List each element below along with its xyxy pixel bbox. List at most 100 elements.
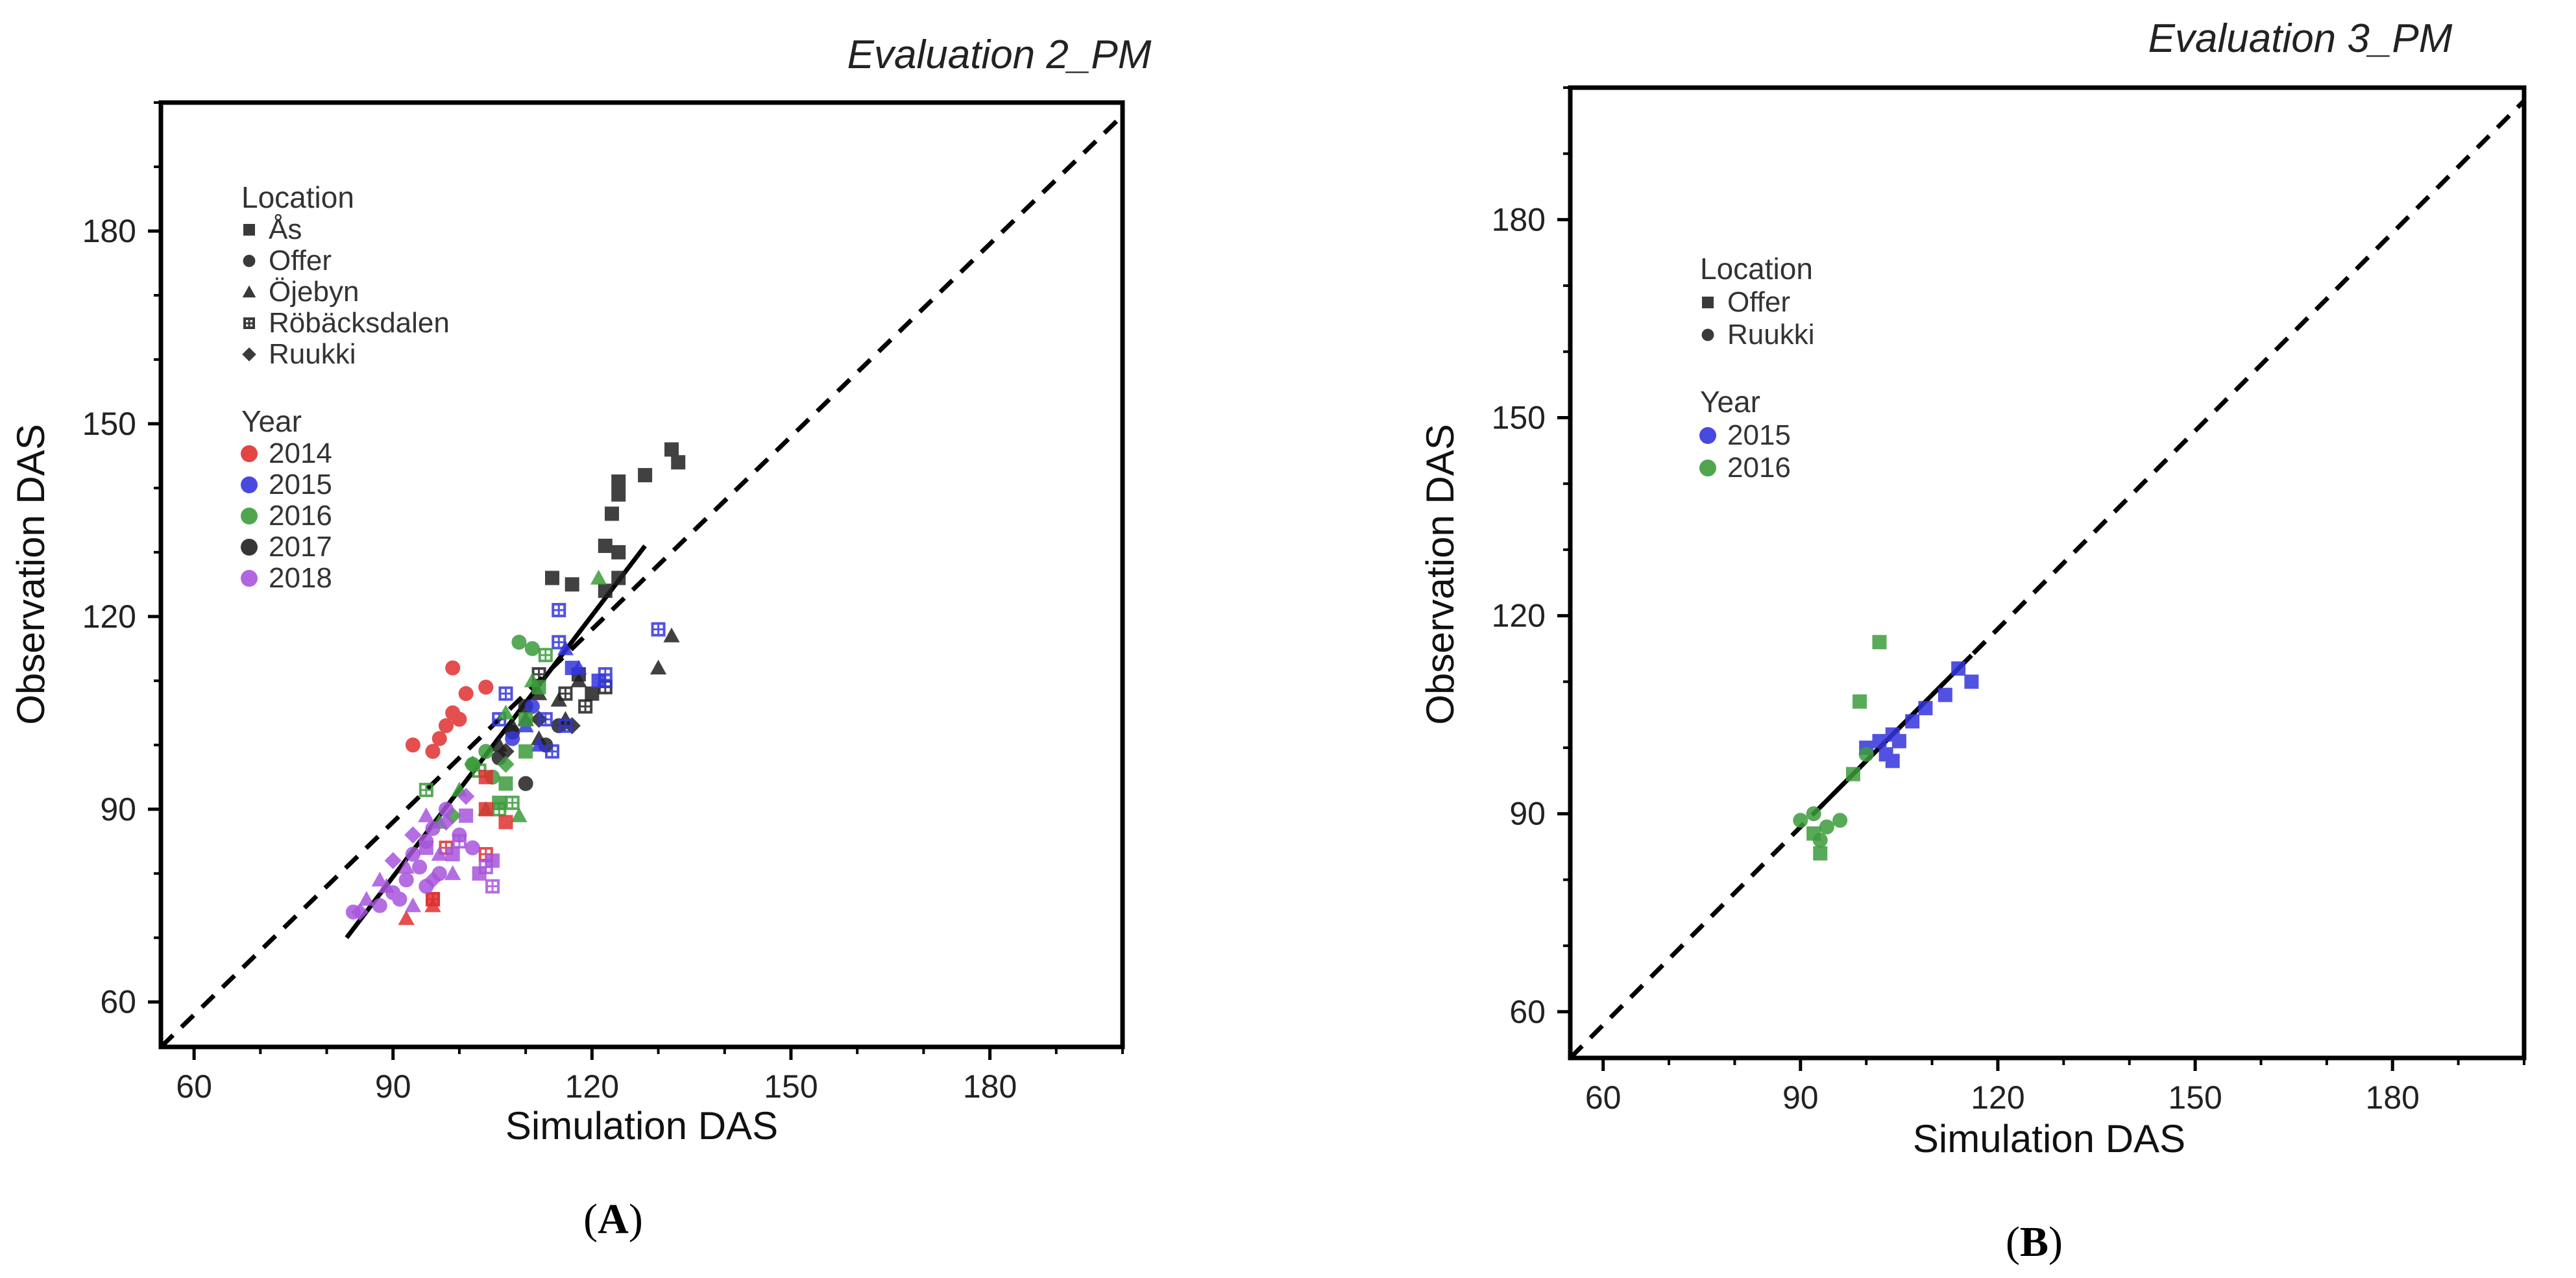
data-point: [459, 808, 474, 823]
data-point: [1938, 687, 1952, 702]
data-point: [538, 712, 553, 727]
data-point: [557, 640, 574, 656]
data-point: [651, 622, 666, 637]
data-point: [591, 673, 606, 688]
data-point: [384, 852, 402, 870]
x-tick-label: 180: [2366, 1079, 2420, 1116]
data-point: [445, 660, 461, 676]
data-point: [538, 648, 553, 663]
chart-panel-b: Evaluation 3_PM 60 90 120 150 180 60 90 120 150 1…: [1418, 16, 2527, 1266]
data-point: [405, 737, 420, 753]
data-point: [558, 686, 573, 701]
data-point: [404, 826, 422, 844]
legend-marker-square-cross: [243, 317, 255, 329]
chart-panel-a: Evaluation 2_PM 60 90 120 150 180 60 90 120 150 1…: [9, 32, 1152, 1243]
data-point: [419, 783, 433, 798]
data-point: [405, 846, 420, 862]
legend-marker-circle: [1701, 328, 1714, 341]
legend-year-item: 2015: [269, 469, 332, 500]
series-2015-offer: [1859, 661, 1979, 768]
legend-location-title: Location: [1700, 252, 1813, 286]
y-tick-label: 150: [1492, 400, 1546, 436]
data-point: [478, 770, 493, 785]
data-point: [392, 891, 407, 907]
y-tick-label: 120: [1492, 598, 1546, 634]
series-2018-ås: [419, 808, 500, 881]
series-2016-ås: [492, 680, 546, 810]
chart-title: Evaluation 2_PM: [847, 32, 1152, 77]
data-point: [1872, 635, 1887, 650]
series-2015-ås: [565, 661, 606, 688]
panel-label-letter: B: [2020, 1218, 2048, 1266]
data-point: [1806, 806, 1821, 822]
data-point: [531, 680, 546, 694]
legend-year-title: Year: [1700, 385, 1760, 419]
data-point: [404, 897, 422, 913]
data-point: [478, 744, 494, 759]
legend-year-item: 2016: [1727, 452, 1791, 484]
panel-label-letter: A: [598, 1196, 629, 1243]
series-2015-offer: [505, 698, 540, 746]
y-tick-label: 90: [1509, 796, 1546, 832]
data-point: [545, 571, 560, 585]
data-point: [498, 776, 513, 791]
legend-year-title: Year: [241, 404, 302, 438]
x-tick-label: 90: [375, 1068, 411, 1105]
plot-frame: [158, 100, 1125, 1050]
data-point: [1858, 746, 1874, 762]
x-tick-label: 150: [764, 1068, 818, 1105]
data-point: [663, 627, 680, 643]
data-point: [590, 569, 607, 585]
data-point: [638, 468, 653, 483]
data-point: [1878, 747, 1893, 762]
y-tick-label: 180: [1492, 201, 1546, 238]
data-point: [498, 815, 513, 829]
series-2018-röbäcksdalen: [452, 834, 500, 894]
legend-year-item: 2016: [269, 500, 332, 532]
series-2015-röbäcksdalen: [492, 602, 666, 759]
series-2018-öjebyn: [358, 807, 461, 913]
data-point: [358, 891, 375, 906]
legend-location-item: Ruukki: [269, 338, 356, 370]
legend-year-item: 2014: [269, 437, 332, 469]
x-tick-label: 60: [1585, 1079, 1622, 1116]
data-point: [498, 686, 513, 701]
data-point: [671, 455, 686, 470]
data-point: [598, 584, 613, 598]
legend-year-swatch: [241, 539, 258, 556]
data-point: [1812, 832, 1828, 848]
data-point: [1832, 813, 1848, 828]
legend-year-item: 2018: [269, 562, 332, 594]
axis-ticks: 60 90 120 150 180 60 90 120 150 180: [82, 101, 1124, 1105]
data-point: [650, 659, 667, 675]
data-point: [497, 756, 515, 773]
data-point: [457, 787, 475, 805]
legend-year-swatch: [241, 476, 258, 493]
data-point: [530, 737, 548, 752]
legend-location-item: Offer: [269, 245, 332, 276]
y-tick-label: 180: [82, 213, 136, 249]
data-point: [492, 802, 507, 817]
data-point: [545, 744, 560, 759]
data-point: [1905, 714, 1920, 729]
data-point: [478, 680, 494, 695]
data-point: [438, 802, 454, 817]
x-tick-label: 150: [2168, 1079, 2222, 1116]
panel-label-close: ): [2048, 1218, 2063, 1266]
data-point: [518, 744, 533, 759]
y-tick-label: 60: [1509, 994, 1546, 1030]
data-point: [1891, 733, 1906, 748]
data-point: [552, 602, 566, 617]
data-point: [398, 859, 415, 874]
legend-location-item: Ås: [269, 214, 302, 245]
data-point: [419, 841, 433, 855]
legend-year-swatch: [1699, 427, 1716, 444]
legend-location-item: Öjebyn: [269, 276, 359, 308]
identity-line: [161, 114, 1123, 1047]
legend-marker-circle: [243, 254, 256, 267]
data-point: [664, 442, 679, 457]
data-point: [518, 776, 533, 791]
data-point: [426, 892, 441, 907]
data-point: [452, 711, 467, 727]
